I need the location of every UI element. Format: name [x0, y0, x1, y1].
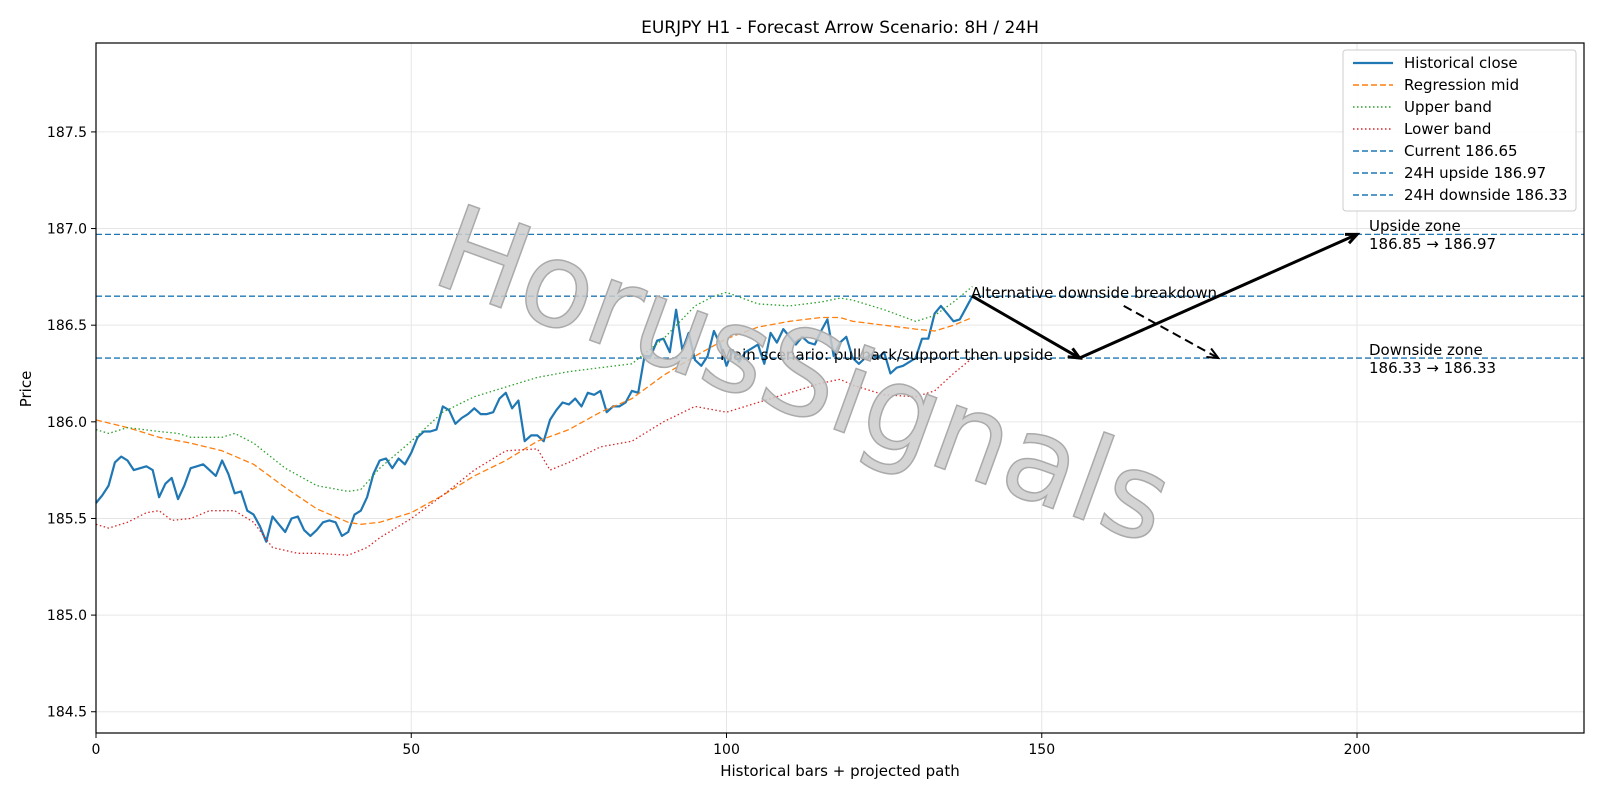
x-tick-label: 50 — [402, 742, 420, 758]
upside-zone-range: 186.85 → 186.97 — [1369, 235, 1496, 253]
legend-label: Regression mid — [1404, 76, 1519, 94]
series-upper-band — [95, 285, 973, 493]
y-tick-label: 186.5 — [47, 318, 87, 334]
legend: Historical close Regression mid Upper band… — [1342, 49, 1577, 212]
x-tick-label: 150 — [1028, 742, 1055, 758]
main-scenario-annotation: Main scenario: pullback/support then ups… — [720, 346, 1053, 364]
series-regression-mid — [95, 316, 973, 525]
upside-zone-title: Upside zone — [1369, 217, 1461, 235]
tick-layer: 0 50 100 150 200 184.5 185.0 185.5 186.0 186.5 187… — [47, 125, 1370, 758]
legend-label: Current 186.65 — [1404, 142, 1518, 160]
y-tick-label: 186.0 — [47, 415, 87, 431]
downside-zone-title: Downside zone — [1369, 341, 1483, 359]
y-tick-label: 187.5 — [47, 125, 87, 141]
plot-frame — [95, 42, 1585, 734]
y-axis-label: Price — [17, 371, 35, 408]
legend-label: 24H upside 186.97 — [1404, 164, 1546, 182]
y-tick-label: 185.0 — [47, 608, 87, 624]
series-lower-band — [95, 357, 973, 556]
alternative-annotation: Alternative downside breakdown — [971, 284, 1217, 302]
series-layer — [95, 233, 1584, 556]
y-tick-label: 187.0 — [47, 222, 87, 238]
legend-box — [1342, 49, 1577, 212]
legend-label: 24H downside 186.33 — [1404, 186, 1568, 204]
legend-label: Historical close — [1404, 54, 1518, 72]
legend-label: Upper band — [1404, 98, 1492, 116]
arrow-main-scenario-shaft — [971, 294, 1081, 360]
x-axis-label: Historical bars + projected path — [720, 762, 960, 780]
x-tick-label: 200 — [1344, 742, 1371, 758]
chart-title: EURJPY H1 - Forecast Arrow Scenario: 8H … — [641, 18, 1039, 38]
downside-zone-range: 186.33 → 186.33 — [1369, 359, 1496, 377]
legend-label: Lower band — [1404, 120, 1491, 138]
y-tick-label: 184.5 — [47, 705, 87, 721]
x-tick-label: 100 — [713, 742, 740, 758]
arrow-alternative-head — [1206, 347, 1221, 360]
arrow-main-scenario-head — [1345, 232, 1361, 245]
arrow-alternative-shaft — [1123, 304, 1219, 359]
grid — [95, 43, 1584, 733]
arrow-main-scenario-shaft — [1078, 232, 1358, 360]
series-historical-close — [95, 295, 974, 543]
y-tick-label: 185.5 — [47, 511, 87, 527]
arrow-layer — [971, 232, 1361, 360]
x-tick-label: 0 — [92, 742, 101, 758]
